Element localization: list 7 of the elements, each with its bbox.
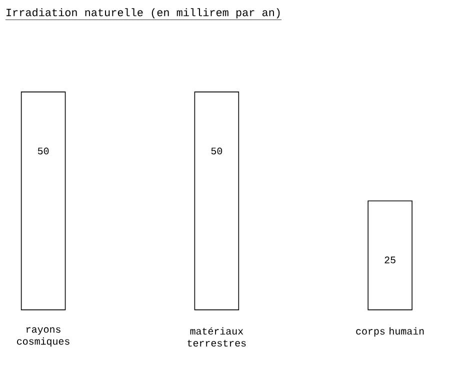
- data-label: 50: [38, 148, 49, 154]
- x-tick-label: matériaux terrestres: [188, 327, 246, 347]
- data-label: 25: [384, 256, 396, 264]
- chart-title: Irradiation naturelle (en millirem par an): [6, 8, 280, 19]
- x-tick-label: rayons cosmiques: [17, 327, 70, 347]
- x-tick-label: corps humain: [356, 327, 424, 337]
- data-label: 50: [211, 148, 222, 154]
